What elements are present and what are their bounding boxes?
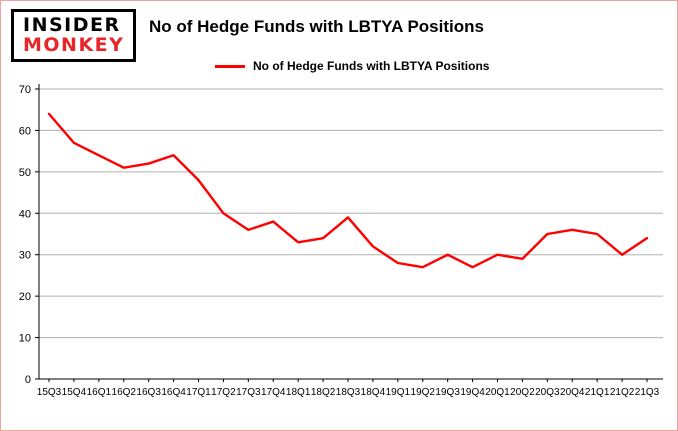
series-line — [47, 112, 649, 269]
x-tick-label: 15Q3 — [37, 387, 62, 398]
x-tick-label: 20Q2 — [510, 387, 535, 398]
logo-line1: INSIDER — [23, 14, 121, 36]
y-tick-label: 30 — [19, 250, 31, 262]
logo-line2: MONKEY — [23, 33, 125, 56]
x-tick-label: 21Q3 — [635, 387, 660, 398]
x-tick-label: 19Q2 — [411, 387, 436, 398]
x-tick-label: 18Q3 — [336, 387, 361, 398]
x-tick-label: 16Q1 — [87, 387, 112, 398]
legend-line-swatch — [215, 64, 245, 68]
x-tick-label: 20Q3 — [535, 387, 560, 398]
x-tick-label: 19Q1 — [386, 387, 411, 398]
y-tick-label: 20 — [19, 291, 31, 303]
y-tick-label: 50 — [19, 167, 31, 179]
x-tick-label: 18Q4 — [361, 387, 386, 398]
x-tick-label: 19Q3 — [435, 387, 460, 398]
legend-label: No of Hedge Funds with LBTYA Positions — [253, 59, 490, 73]
x-tick-label: 20Q4 — [560, 387, 585, 398]
y-tick-label: 70 — [19, 84, 31, 96]
x-tick-label: 21Q1 — [585, 387, 610, 398]
chart-legend: No of Hedge Funds with LBTYA Positions — [215, 59, 489, 73]
y-tick-label: 10 — [19, 333, 31, 345]
y-tick-label: 0 — [25, 374, 31, 386]
x-tick-label: 20Q1 — [485, 387, 510, 398]
x-tick-label: 15Q4 — [62, 387, 87, 398]
x-tick-label: 16Q4 — [161, 387, 186, 398]
x-tick-label: 18Q2 — [311, 387, 336, 398]
x-tick-label: 17Q2 — [211, 387, 236, 398]
y-tick-label: 40 — [19, 208, 31, 220]
x-tick-label: 18Q1 — [286, 387, 311, 398]
page-title: No of Hedge Funds with LBTYA Positions — [149, 17, 484, 36]
insider-monkey-logo: INSIDER MONKEY — [11, 9, 137, 62]
x-tick-label: 19Q4 — [460, 387, 485, 398]
x-tick-label: 16Q3 — [136, 387, 161, 398]
x-tick-label: 21Q2 — [610, 387, 635, 398]
x-tick-label: 17Q1 — [186, 387, 211, 398]
y-tick-label: 60 — [19, 125, 31, 137]
x-tick-label: 17Q3 — [236, 387, 261, 398]
x-tick-label: 16Q2 — [112, 387, 137, 398]
x-tick-label: 17Q4 — [261, 387, 286, 398]
